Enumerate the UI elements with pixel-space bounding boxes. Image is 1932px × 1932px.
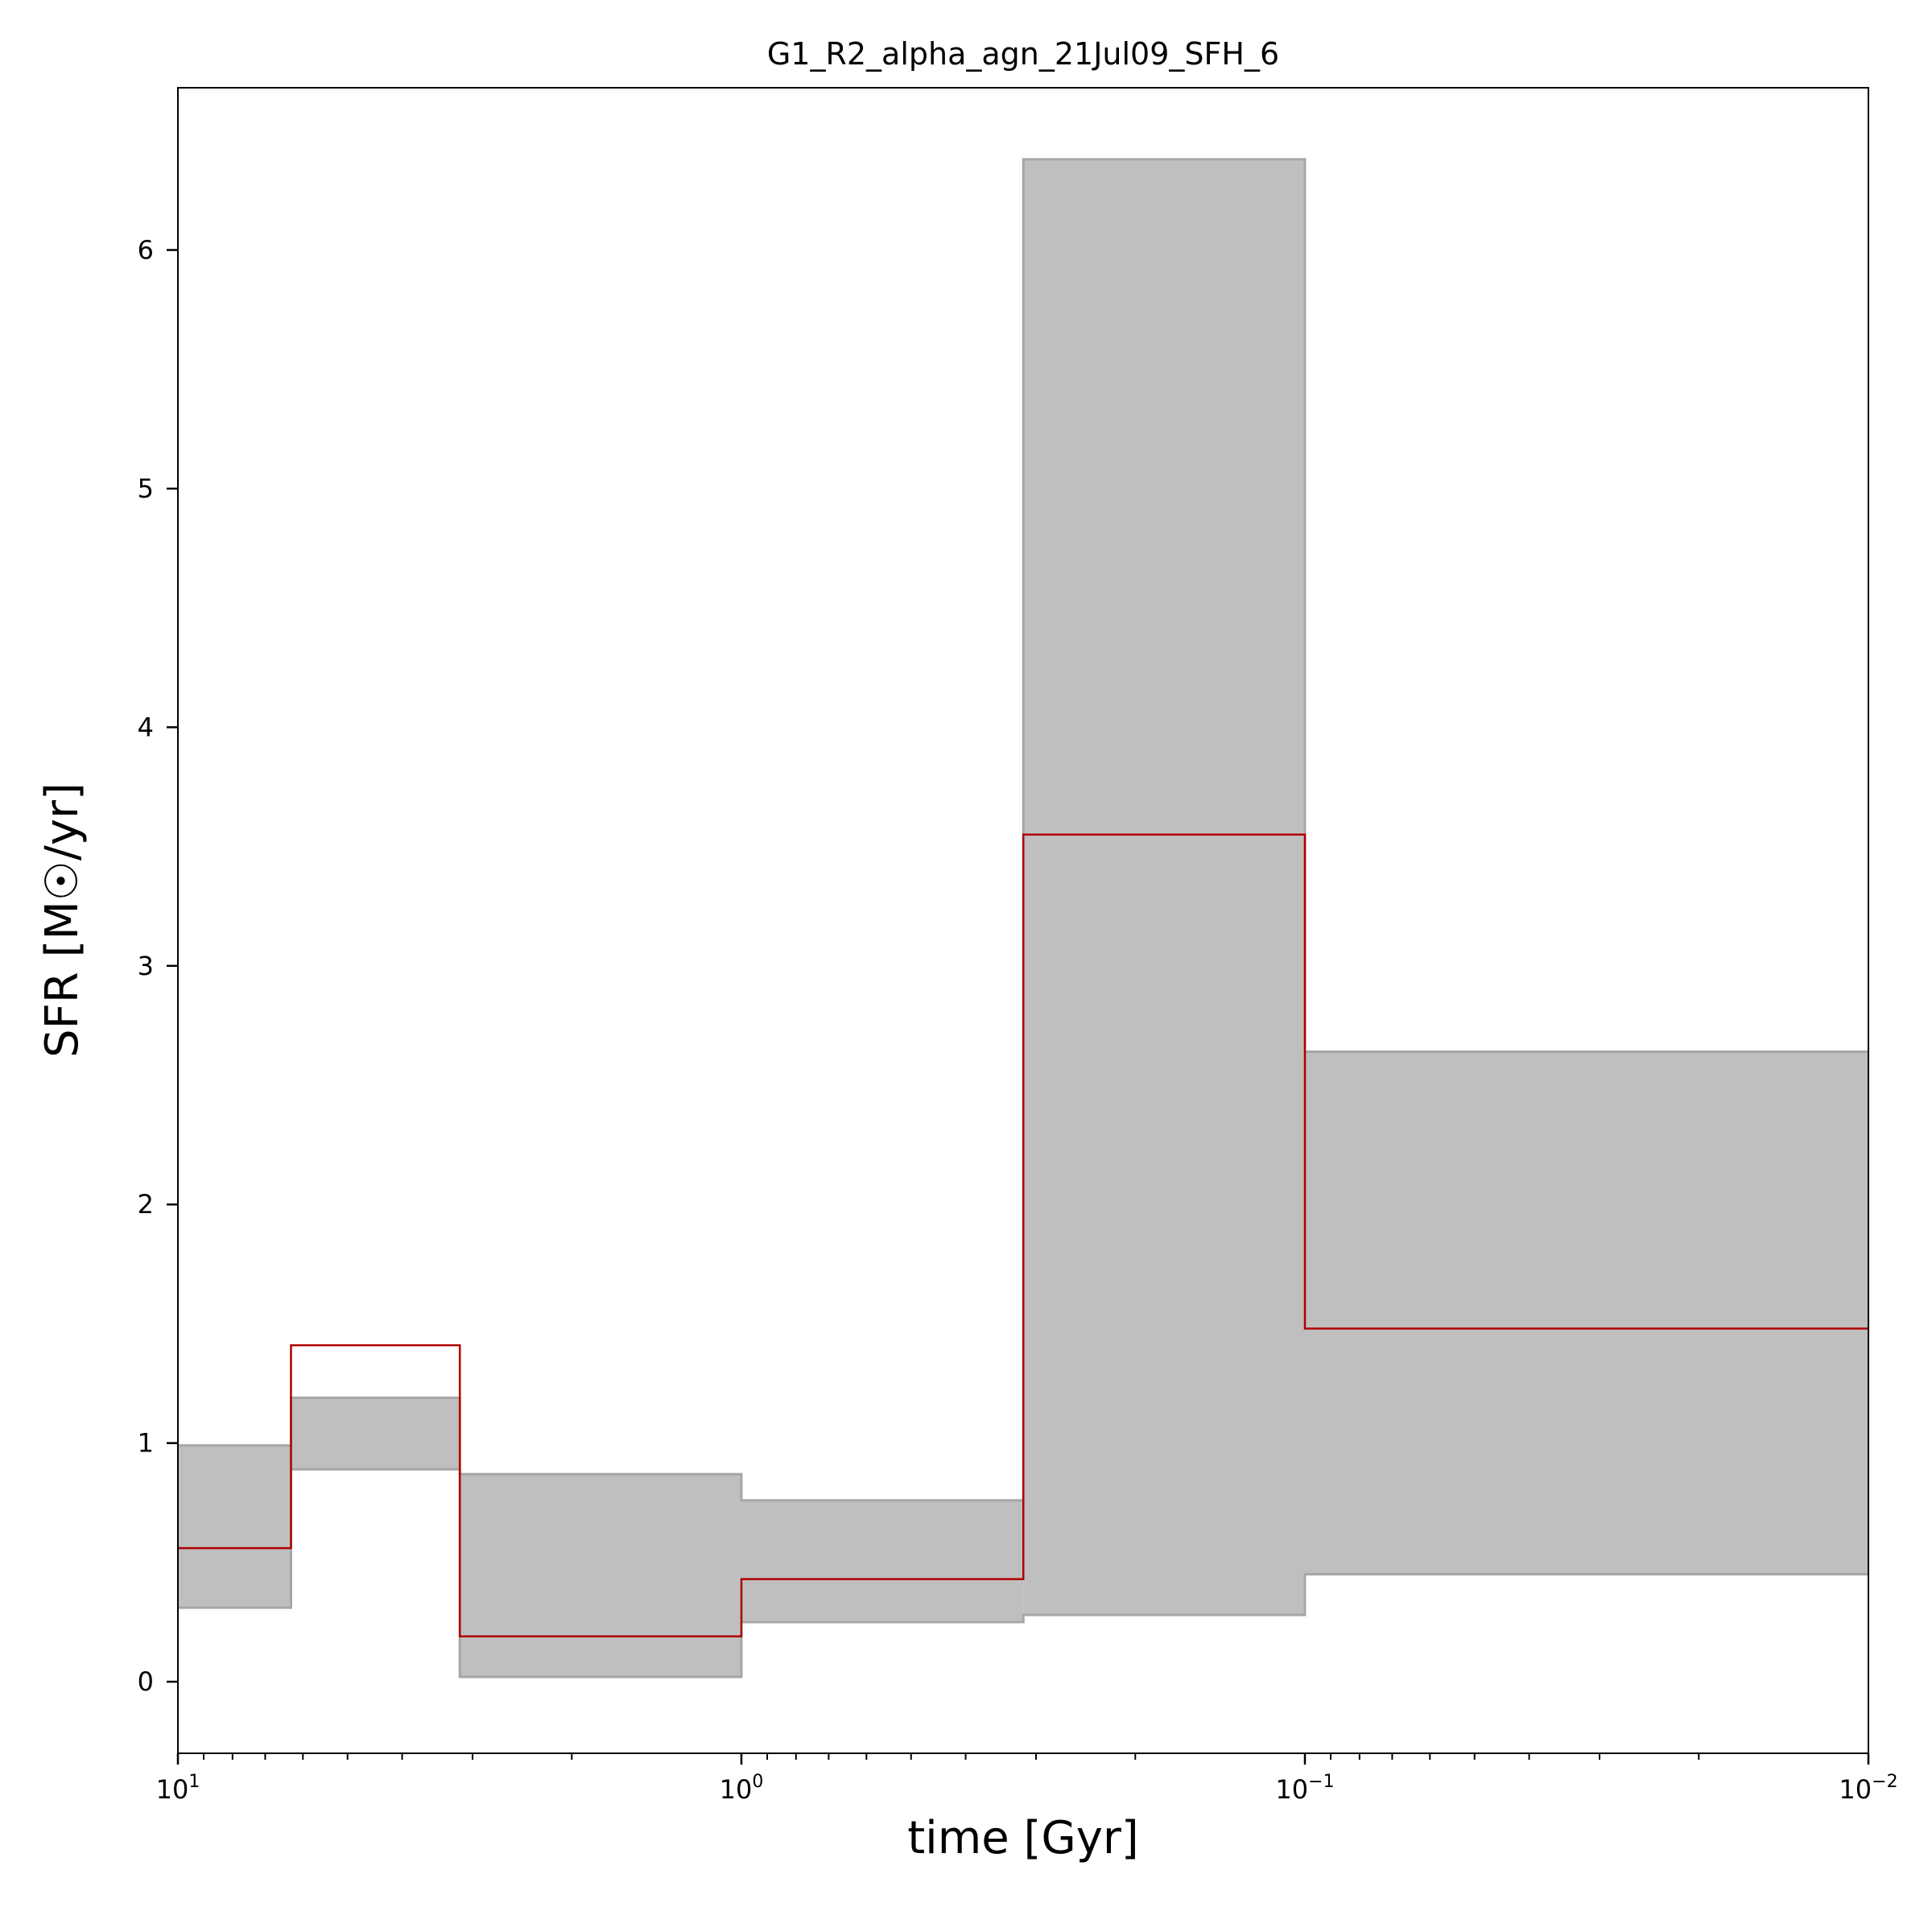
band-5: [1305, 1051, 1868, 1575]
y-axis: 0 1 2 3 4 5 6: [138, 235, 178, 1697]
uncertainty-bands: [178, 158, 1868, 1678]
plot-frame: [177, 87, 1869, 1754]
band-0: [178, 1445, 291, 1608]
x-tick-label-2: 10−1: [1275, 1772, 1334, 1805]
band-2: [460, 1474, 741, 1678]
chart-title: G1_R2_alpha_agn_21Jul09_SFH_6: [767, 36, 1279, 72]
y-tick-label-6: 6: [138, 235, 154, 266]
band-4: [1023, 159, 1305, 1616]
x-axis-label: time [Gyr]: [907, 1812, 1139, 1864]
y-tick-label-1: 1: [138, 1428, 154, 1459]
x-tick-label-0: 101: [156, 1772, 200, 1805]
y-tick-label-2: 2: [138, 1189, 154, 1220]
y-tick-label-5: 5: [138, 473, 154, 504]
x-tick-label-3: 10−2: [1839, 1772, 1897, 1805]
band-3: [741, 1500, 1024, 1622]
x-axis: 101 100 10−1 10−2: [156, 1753, 1898, 1805]
y-axis-label: SFR [M☉/yr]: [36, 782, 89, 1058]
median-step-line: [178, 833, 1868, 1638]
y-tick-label-4: 4: [138, 712, 154, 742]
y-tick-label-3: 3: [138, 951, 154, 981]
x-tick-label-1: 100: [720, 1772, 764, 1805]
median-line: [178, 833, 1868, 1638]
y-tick-label-0: 0: [138, 1666, 154, 1697]
band-1: [291, 1397, 460, 1470]
